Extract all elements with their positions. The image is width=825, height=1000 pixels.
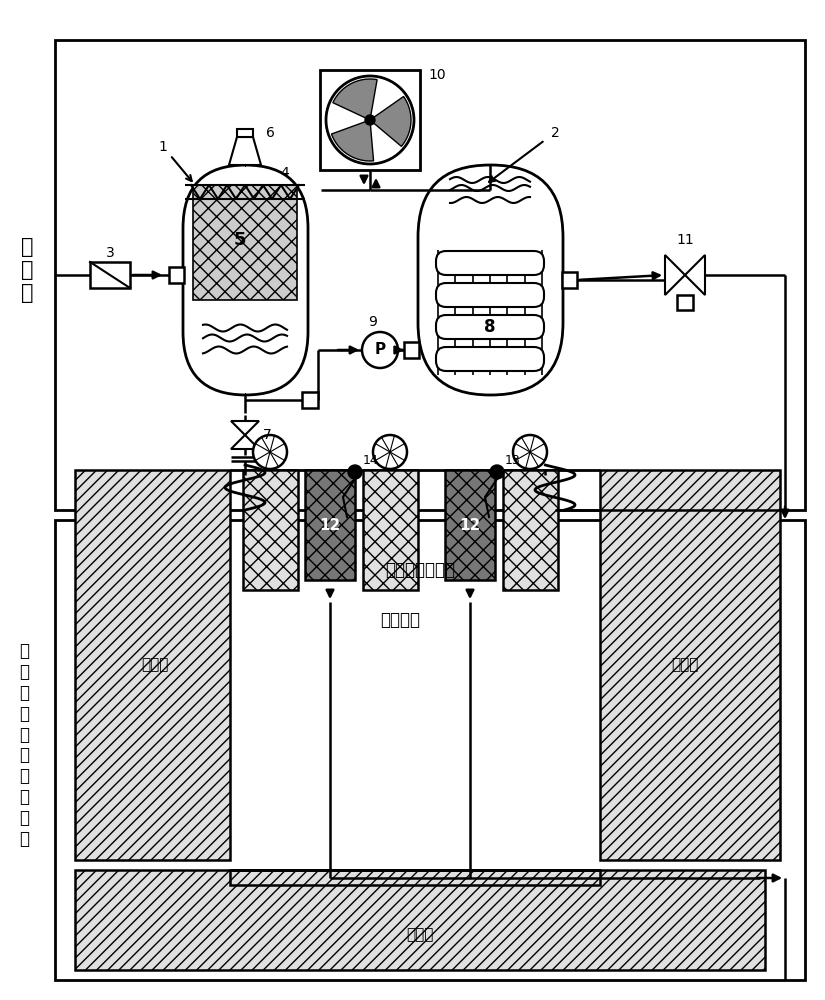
Circle shape	[365, 115, 375, 125]
Text: 土遗址: 土遗址	[672, 658, 699, 672]
Text: 11: 11	[676, 233, 694, 247]
Bar	[562, 272, 577, 288]
Bar	[404, 342, 419, 358]
Circle shape	[253, 435, 287, 469]
FancyBboxPatch shape	[418, 165, 563, 395]
Text: 设
备
房: 设 备 房	[21, 237, 33, 303]
Circle shape	[348, 465, 362, 479]
Bar	[305, 470, 355, 580]
Text: 10: 10	[428, 68, 446, 82]
Polygon shape	[332, 79, 377, 120]
Bar	[320, 70, 420, 170]
Bar	[75, 870, 765, 970]
Text: 遗
址
博
物
馆
文
物
展
示
厅: 遗 址 博 物 馆 文 物 展 示 厅	[19, 642, 29, 848]
Circle shape	[362, 332, 398, 368]
Bar	[600, 470, 780, 860]
Circle shape	[513, 435, 547, 469]
Bar	[677, 295, 693, 310]
Bar	[75, 470, 230, 860]
Text: 12: 12	[319, 518, 341, 532]
Text: 5: 5	[233, 231, 246, 249]
Bar	[503, 470, 558, 590]
FancyBboxPatch shape	[436, 315, 544, 339]
Text: P: P	[375, 342, 385, 358]
Text: 1: 1	[158, 140, 167, 154]
Polygon shape	[370, 96, 411, 146]
Circle shape	[490, 465, 504, 479]
Text: 2: 2	[550, 126, 559, 140]
Text: 遗址文物: 遗址文物	[380, 611, 420, 629]
Polygon shape	[231, 421, 259, 435]
Bar	[230, 870, 600, 885]
Bar	[55, 520, 805, 980]
Text: 13: 13	[505, 454, 521, 466]
Bar	[237, 129, 253, 137]
FancyBboxPatch shape	[436, 347, 544, 371]
Text: 7: 7	[262, 428, 271, 442]
Bar	[55, 40, 805, 510]
Text: 4: 4	[280, 166, 290, 180]
Bar	[445, 470, 495, 580]
FancyBboxPatch shape	[436, 251, 544, 275]
Text: 12: 12	[460, 518, 481, 532]
Circle shape	[326, 76, 414, 164]
Bar	[193, 185, 297, 300]
Bar	[243, 470, 298, 590]
FancyBboxPatch shape	[436, 283, 544, 307]
Text: 8: 8	[484, 318, 496, 336]
Polygon shape	[332, 120, 374, 161]
Text: 9: 9	[369, 315, 378, 329]
Polygon shape	[229, 137, 261, 165]
Bar	[90, 262, 130, 288]
Text: 14: 14	[363, 454, 379, 466]
Text: 土遗址: 土遗址	[141, 658, 168, 672]
Bar	[363, 470, 418, 590]
FancyBboxPatch shape	[183, 165, 308, 395]
Circle shape	[373, 435, 407, 469]
Text: 3: 3	[106, 246, 115, 260]
Bar	[302, 392, 318, 408]
Polygon shape	[665, 255, 685, 295]
Text: 文物保存展示区: 文物保存展示区	[385, 561, 455, 579]
Text: 土遗址: 土遗址	[406, 928, 434, 942]
Polygon shape	[231, 435, 259, 449]
Text: 6: 6	[266, 126, 275, 140]
Bar	[169, 267, 184, 283]
Polygon shape	[685, 255, 705, 295]
